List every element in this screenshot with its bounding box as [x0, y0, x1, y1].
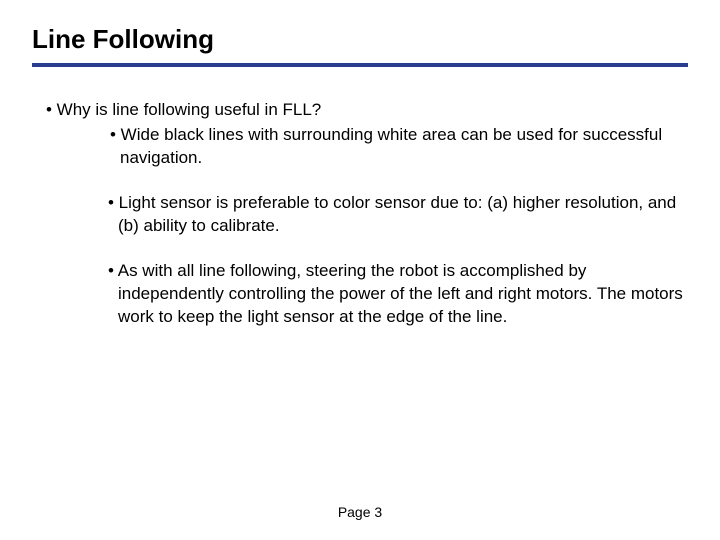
bullet-1a: • Wide black lines with surrounding whit…: [80, 124, 688, 170]
slide-body: • Why is line following useful in FLL? •…: [32, 99, 688, 329]
bullet-3-text: • As with all line following, steering t…: [46, 260, 688, 329]
slide: Line Following • Why is line following u…: [0, 0, 720, 540]
page-footer: Page 3: [0, 504, 720, 520]
bullet-2: • Light sensor is preferable to color se…: [46, 192, 688, 238]
bullet-2-text: • Light sensor is preferable to color se…: [46, 192, 688, 238]
title-rule: [32, 63, 688, 67]
slide-title: Line Following: [32, 24, 688, 57]
bullet-1a-text: • Wide black lines with surrounding whit…: [80, 124, 688, 170]
bullet-1: • Why is line following useful in FLL? •…: [46, 99, 688, 170]
bullet-1-text: • Why is line following useful in FLL?: [46, 99, 688, 122]
bullet-3: • As with all line following, steering t…: [46, 260, 688, 329]
